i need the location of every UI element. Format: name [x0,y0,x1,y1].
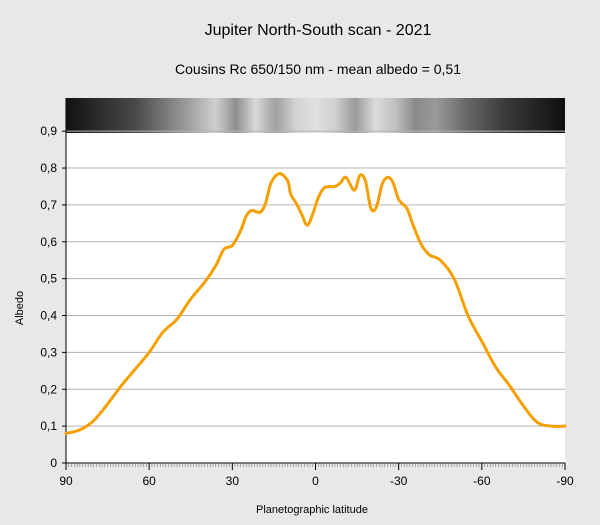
x-tick-label: -60 [473,474,491,488]
x-minor-ticks [65,463,566,470]
y-tick-label: 0,3 [40,345,57,359]
y-tick-label: 0,1 [40,419,57,433]
y-tick-labels: 0 0,1 0,2 0,3 0,4 0,5 0,6 0,7 0,8 0,9 [40,124,66,470]
y-tick-label: 0 [50,456,57,470]
y-axis-title: Albedo [14,291,26,325]
x-tick-label: 30 [226,474,240,488]
y-tick-label: 0,4 [40,309,57,323]
x-axis-title: Planetographic latitude [256,504,368,516]
x-tick-labels: 90 60 30 0 -30 -60 -90 [59,474,574,488]
y-tick-label: 0,2 [40,382,57,396]
x-tick-label: 0 [312,474,319,488]
x-tick-label: 60 [142,474,156,488]
y-tick-label: 0,7 [40,198,57,212]
y-tick-label: 0,8 [40,161,57,175]
x-tick-label: -90 [556,474,574,488]
chart-subtitle: Cousins Rc 650/150 nm - mean albedo = 0,… [174,61,461,77]
series-group [64,172,567,435]
y-tick-label: 0,9 [40,124,57,138]
y-tick-label: 0,6 [40,235,57,249]
chart-title: Jupiter North-South scan - 2021 [204,22,432,39]
x-tick-label: -30 [390,474,408,488]
plot-area [66,133,565,463]
x-tick-label: 90 [59,474,73,488]
series-line-albedo [64,172,567,435]
y-tick-label: 0,5 [40,272,57,286]
jupiter-scan-strip [66,98,565,133]
